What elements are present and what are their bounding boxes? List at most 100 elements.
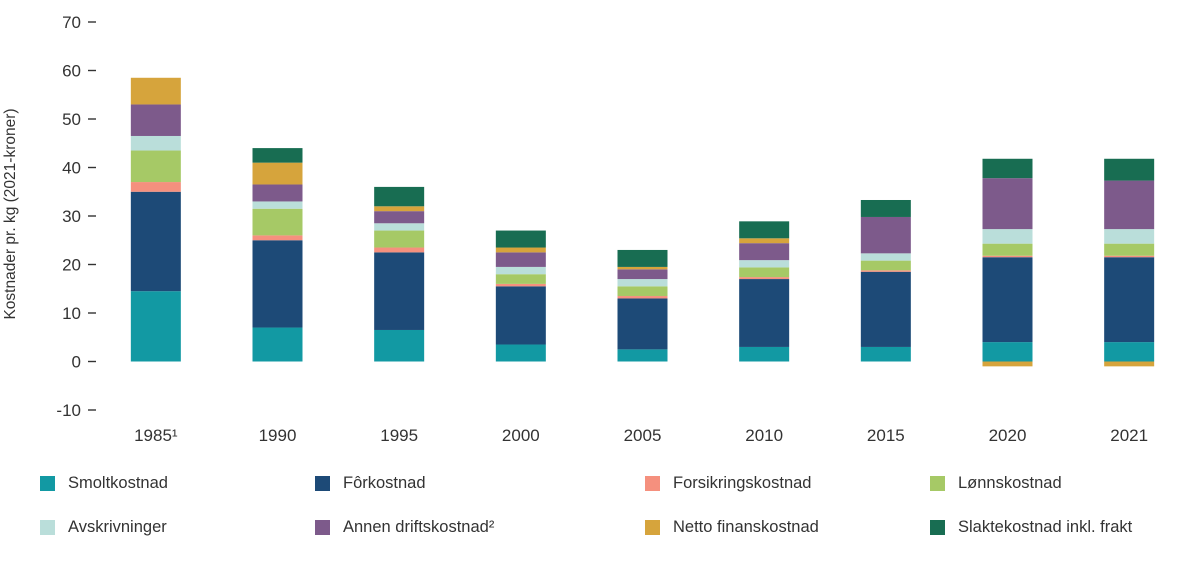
bar-segment bbox=[130, 182, 181, 192]
bar-segment bbox=[617, 249, 668, 267]
bar-segment bbox=[252, 201, 303, 209]
bar-segment bbox=[495, 266, 546, 275]
bar-segment bbox=[617, 349, 668, 362]
x-tick-label: 2015 bbox=[867, 426, 905, 445]
legend-swatch-icon bbox=[930, 476, 945, 491]
bar-segment bbox=[495, 286, 546, 345]
legend-label: Netto finanskostnad bbox=[673, 518, 819, 536]
x-tick-label: 2005 bbox=[624, 426, 662, 445]
bar-segment bbox=[1104, 361, 1155, 367]
bar-segment bbox=[130, 150, 181, 183]
bar-segment bbox=[982, 158, 1033, 179]
x-tick-label: 2021 bbox=[1110, 426, 1148, 445]
bar-segment bbox=[130, 191, 181, 292]
y-tick-label: 70 bbox=[62, 13, 81, 32]
bar-segment bbox=[617, 298, 668, 350]
bar-segment bbox=[982, 243, 1033, 256]
bar-segment bbox=[374, 206, 425, 212]
y-axis: 70 60 50 40 30 20 10 0 -10 bbox=[56, 13, 96, 420]
bar-segment bbox=[252, 162, 303, 185]
bar-segment bbox=[1104, 342, 1155, 362]
bar-segment bbox=[495, 230, 546, 248]
bar-segment bbox=[374, 329, 425, 362]
bar-segment bbox=[252, 235, 303, 241]
bar-segment bbox=[739, 260, 790, 268]
bar-segment bbox=[860, 260, 911, 271]
legend-swatch-icon bbox=[315, 520, 330, 535]
x-tick-label: 1990 bbox=[259, 426, 297, 445]
bar-segment bbox=[739, 267, 790, 278]
cost-chart: 70 60 50 40 30 2010 0 -10 1985¹ 1990 1995 2000 2005… bbox=[2, 13, 1155, 445]
bar-segment bbox=[252, 327, 303, 362]
legend-swatch-icon bbox=[40, 476, 55, 491]
bar-segment bbox=[739, 221, 790, 239]
bar-segment bbox=[252, 148, 303, 163]
x-tick-label: 2020 bbox=[989, 426, 1027, 445]
bar-segment bbox=[860, 253, 911, 261]
legend-label: Smoltkostnad bbox=[68, 474, 168, 492]
bar-segment bbox=[1104, 158, 1155, 181]
bar-segment bbox=[739, 243, 790, 261]
legend-item-2: Fôrkostnad bbox=[315, 474, 645, 493]
chart-legend: Smoltkostnad Fôrkostnad Forsikringskostnad… bbox=[40, 474, 1180, 537]
bar-segment bbox=[739, 277, 790, 280]
bar-segment bbox=[982, 178, 1033, 230]
bar-segment bbox=[130, 135, 181, 151]
bar-segment bbox=[617, 266, 668, 270]
y-axis-title: Kostnader pr. kg (2021-kroner) bbox=[2, 108, 19, 319]
legend-swatch-icon bbox=[645, 520, 660, 535]
bar-segment bbox=[860, 199, 911, 217]
bar-segment bbox=[130, 77, 181, 105]
bar-segment bbox=[495, 252, 546, 267]
y-tick-label: 60 bbox=[62, 62, 81, 81]
x-tick-label: 1995 bbox=[380, 426, 418, 445]
legend-item-7: Netto finanskostnad bbox=[645, 518, 930, 537]
bar-segment bbox=[1104, 255, 1155, 258]
bar-segment bbox=[252, 240, 303, 328]
bar-segment bbox=[617, 269, 668, 280]
bar-segment bbox=[982, 255, 1033, 258]
y-tick-label: 40 bbox=[62, 159, 81, 178]
y-tick-label: 0 bbox=[72, 353, 81, 372]
bar-segment bbox=[495, 274, 546, 284]
bar-segment bbox=[860, 216, 911, 254]
x-tick-label: 2010 bbox=[745, 426, 783, 445]
legend-label: Forsikringskostnad bbox=[673, 474, 812, 492]
x-axis: 1985¹ 1990 1995 2000 2005 2010 2015 2020 2021 bbox=[134, 426, 1148, 445]
legend-label: Slaktekostnad inkl. frakt bbox=[958, 518, 1133, 536]
bar-segment bbox=[982, 257, 1033, 343]
x-tick-label: 1985¹ bbox=[134, 426, 178, 445]
bar-segment bbox=[495, 247, 546, 253]
bar-segment bbox=[617, 296, 668, 299]
legend-swatch-icon bbox=[930, 520, 945, 535]
bar-segment bbox=[374, 223, 425, 231]
x-tick-label: 2000 bbox=[502, 426, 540, 445]
y-tick-label: -10 bbox=[56, 401, 81, 420]
legend-item-8: Slaktekostnad inkl. frakt bbox=[930, 518, 1180, 537]
legend-label: Fôrkostnad bbox=[343, 474, 426, 492]
bar-segment bbox=[495, 283, 546, 287]
bar-segment bbox=[1104, 243, 1155, 256]
y-tick-label: 30 bbox=[62, 207, 81, 226]
bar-segment bbox=[374, 252, 425, 330]
bar-segment bbox=[252, 208, 303, 236]
legend-item-5: Avskrivninger bbox=[40, 518, 315, 537]
bar-segment bbox=[130, 104, 181, 136]
legend-swatch-icon bbox=[645, 476, 660, 491]
legend-item-6: Annen driftskostnad² bbox=[315, 518, 645, 537]
y-tick-label: 20 bbox=[62, 256, 81, 275]
bar-segment bbox=[739, 238, 790, 244]
bar-segment bbox=[374, 186, 425, 207]
bar-series bbox=[130, 77, 1155, 367]
y-tick-label: 50 bbox=[62, 110, 81, 129]
bar-segment bbox=[860, 270, 911, 272]
bar-segment bbox=[982, 342, 1033, 362]
bar-segment bbox=[374, 230, 425, 248]
bar-segment bbox=[982, 361, 1033, 367]
bar-segment bbox=[374, 211, 425, 224]
legend-item-3: Forsikringskostnad bbox=[645, 474, 930, 493]
bar-segment bbox=[1104, 257, 1155, 343]
legend-label: Annen driftskostnad² bbox=[343, 518, 495, 536]
bar-segment bbox=[617, 286, 668, 297]
